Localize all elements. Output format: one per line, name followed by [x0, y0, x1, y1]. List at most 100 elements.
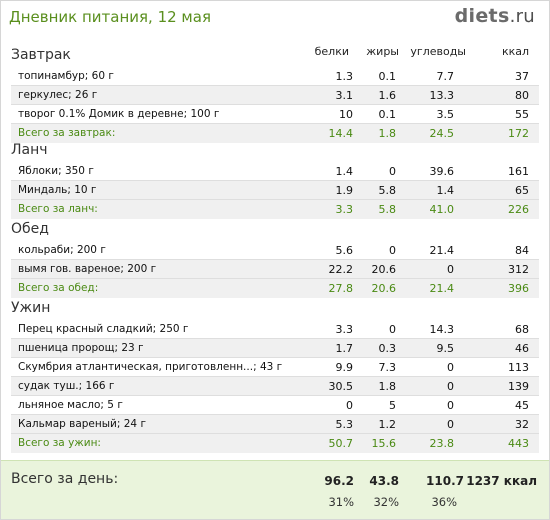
meal-title: Обед [11, 221, 49, 237]
kcal-value: 46 [515, 342, 529, 355]
food-name: топинамбур; 60 г [18, 70, 114, 82]
food-row: пшеница пророщ; 23 г 1.7 0.3 9.5 46 [11, 339, 539, 358]
food-row: вымя гов. вареное; 200 г 22.2 20.6 0 312 [11, 260, 539, 279]
food-row: Кальмар вареный; 24 г 5.3 1.2 0 32 [11, 415, 539, 434]
food-name: Скумбрия атлантическая, приготовленн...;… [18, 361, 283, 373]
page-title: Дневник питания, 12 мая [9, 8, 211, 26]
kcal-value: 45 [515, 399, 529, 412]
fat-value: 1.2 [378, 418, 397, 431]
day-total-panel: Всего за день: 96.2 43.8 110.7 1237 ккал… [1, 460, 549, 519]
day-total-carbs: 110.7 [426, 474, 464, 488]
food-row: кольраби; 200 г 5.6 0 21.4 84 [11, 241, 539, 260]
carbs-value: 13.3 [429, 89, 455, 102]
kcal-value: 161 [508, 165, 529, 178]
protein-value: 1.4 [335, 165, 354, 178]
food-row: геркулес; 26 г 3.1 1.6 13.3 80 [11, 86, 539, 105]
kcal-value: 68 [515, 323, 529, 336]
meal-title: Ланч [11, 142, 48, 158]
meal-title: Ужин [11, 300, 51, 316]
kcal-value: 139 [508, 380, 529, 393]
protein-value: 3.1 [335, 89, 354, 102]
food-row: Перец красный сладкий; 250 г 3.3 0 14.3 68 [11, 320, 539, 339]
protein-value: 5.3 [335, 418, 354, 431]
meal-section: Обед кольраби; 200 г 5.6 0 21.4 84 вымя гов. в… [1, 221, 549, 298]
protein-value: 30.5 [328, 380, 354, 393]
food-row: творог 0.1% Домик в деревне; 100 г 10 0.1 3… [11, 105, 539, 124]
fat-value: 0.1 [378, 108, 397, 121]
fat-value: 0 [389, 244, 396, 257]
food-row: Миндаль; 10 г 1.9 5.8 1.4 65 [11, 181, 539, 200]
fat-value: 5 [389, 399, 396, 412]
carbs-value: 14.3 [429, 323, 455, 336]
food-name: вымя гов. вареное; 200 г [18, 263, 157, 275]
meal-total-label: Всего за ланч: [18, 203, 98, 215]
meal-total-label: Всего за обед: [18, 282, 99, 294]
carbs-value: 23.8 [429, 437, 455, 450]
protein-value: 22.2 [328, 263, 354, 276]
carbs-value: 21.4 [429, 282, 455, 295]
food-row: топинамбур; 60 г 1.3 0.1 7.7 37 [11, 67, 539, 86]
food-row: судак туш.; 166 г 30.5 1.8 0 139 [11, 377, 539, 396]
fat-value: 0 [389, 323, 396, 336]
carbs-value: 41.0 [429, 203, 455, 216]
meal-total-row: Всего за ланч: 3.3 5.8 41.0 226 [11, 200, 539, 219]
day-total-fat: 43.8 [369, 474, 399, 488]
food-row: Яблоки; 350 г 1.4 0 39.6 161 [11, 162, 539, 181]
carbs-value: 9.5 [436, 342, 455, 355]
day-total-protein: 96.2 [324, 474, 354, 488]
food-name: Перец красный сладкий; 250 г [18, 323, 189, 335]
carbs-value: 3.5 [436, 108, 455, 121]
meal-title: Завтрак [11, 47, 71, 63]
protein-value: 10 [339, 108, 353, 121]
kcal-value: 113 [508, 361, 529, 374]
meal-section: Ужин Перец красный сладкий; 250 г 3.3 0 14.3… [1, 300, 549, 453]
column-header-carbs: углеводы [410, 45, 466, 58]
brand-logo[interactable]: diets.ru [455, 5, 535, 27]
meal-section: Завтрак топинамбур; 60 г 1.3 0.1 7.7 37 геркул… [1, 47, 549, 143]
food-name: льняное масло; 5 г [18, 399, 123, 411]
column-header-kcal: ккал [501, 45, 529, 58]
brand-tld: .ru [509, 6, 535, 27]
kcal-value: 226 [508, 203, 529, 216]
fat-value: 0.3 [378, 342, 397, 355]
fat-value: 7.3 [378, 361, 397, 374]
meal-total-label: Всего за завтрак: [18, 127, 116, 139]
kcal-value: 65 [515, 184, 529, 197]
food-name: творог 0.1% Домик в деревне; 100 г [18, 108, 220, 120]
protein-value: 1.7 [335, 342, 354, 355]
column-header-protein: белки [314, 45, 349, 58]
kcal-value: 55 [515, 108, 529, 121]
protein-value: 14.4 [328, 127, 354, 140]
carbs-value: 21.4 [429, 244, 455, 257]
protein-value: 1.3 [335, 70, 354, 83]
day-total-kcal: 1237 ккал [466, 474, 537, 488]
carbs-value: 0 [447, 418, 454, 431]
protein-value: 50.7 [328, 437, 354, 450]
food-name: пшеница пророщ; 23 г [18, 342, 144, 354]
meal-total-row: Всего за завтрак: 14.4 1.8 24.5 172 [11, 124, 539, 143]
carbs-value: 24.5 [429, 127, 455, 140]
carbs-value: 0 [447, 263, 454, 276]
carbs-value: 0 [447, 399, 454, 412]
meal-total-label: Всего за ужин: [18, 437, 101, 449]
protein-value: 9.9 [335, 361, 354, 374]
protein-value: 0 [346, 399, 353, 412]
column-header-fat: жиры [366, 45, 399, 58]
fat-value: 1.8 [378, 127, 397, 140]
carbs-value: 1.4 [436, 184, 455, 197]
fat-value: 5.8 [378, 184, 397, 197]
food-name: Миндаль; 10 г [18, 184, 97, 196]
day-total-fat-percent: 32% [373, 495, 399, 509]
meal-section: Ланч Яблоки; 350 г 1.4 0 39.6 161 Миндаль; 10 … [1, 142, 549, 219]
meal-total-row: Всего за обед: 27.8 20.6 21.4 396 [11, 279, 539, 298]
protein-value: 27.8 [328, 282, 354, 295]
kcal-value: 80 [515, 89, 529, 102]
protein-value: 3.3 [335, 323, 354, 336]
fat-value: 0 [389, 165, 396, 178]
carbs-value: 0 [447, 361, 454, 374]
carbs-value: 0 [447, 380, 454, 393]
meal-rows: Перец красный сладкий; 250 г 3.3 0 14.3 68 пш… [1, 320, 539, 453]
protein-value: 5.6 [335, 244, 354, 257]
food-row: льняное масло; 5 г 0 5 0 45 [11, 396, 539, 415]
